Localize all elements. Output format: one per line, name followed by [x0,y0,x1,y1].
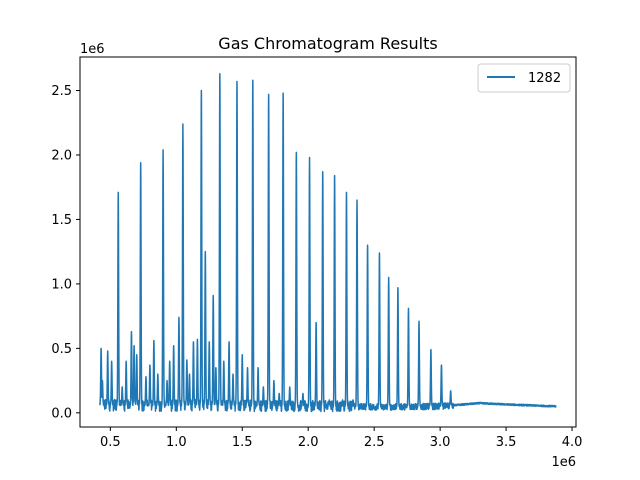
y-tick-label: 0.0 [51,406,72,421]
legend-box [477,63,571,93]
y-tick-label: 1.5 [51,213,72,228]
axes-frame [79,56,577,428]
x-tick-label: 3.0 [430,435,451,450]
x-tick-label: 1.5 [232,435,253,450]
legend: 1282 [477,63,571,93]
x-tick-label: 2.0 [298,435,319,450]
y-tick-label: 0.5 [51,342,72,357]
x-tick-label: 4.0 [562,435,583,450]
y-offset-label: 1e6 [80,42,105,57]
y-tick-label: 2.0 [51,148,72,163]
x-tick-label: 0.5 [100,435,121,450]
y-tick-label: 1.0 [51,277,72,292]
x-tick-label: 3.5 [496,435,517,450]
y-tick-label: 2.5 [51,84,72,99]
axes: 0.5 1.0 1.5 2.0 2.5 3.0 3.5 4.0 0.0 0.5 1.0 1.5 2.0 2… [51,56,583,450]
series-line-1282 [99,73,557,413]
x-tick-label: 1.0 [166,435,187,450]
legend-label: 1282 [528,71,561,86]
x-offset-label: 1e6 [551,455,576,470]
x-tick-label: 2.5 [364,435,385,450]
chart-title: Gas Chromatogram Results [218,34,437,53]
plot-area [99,73,557,413]
